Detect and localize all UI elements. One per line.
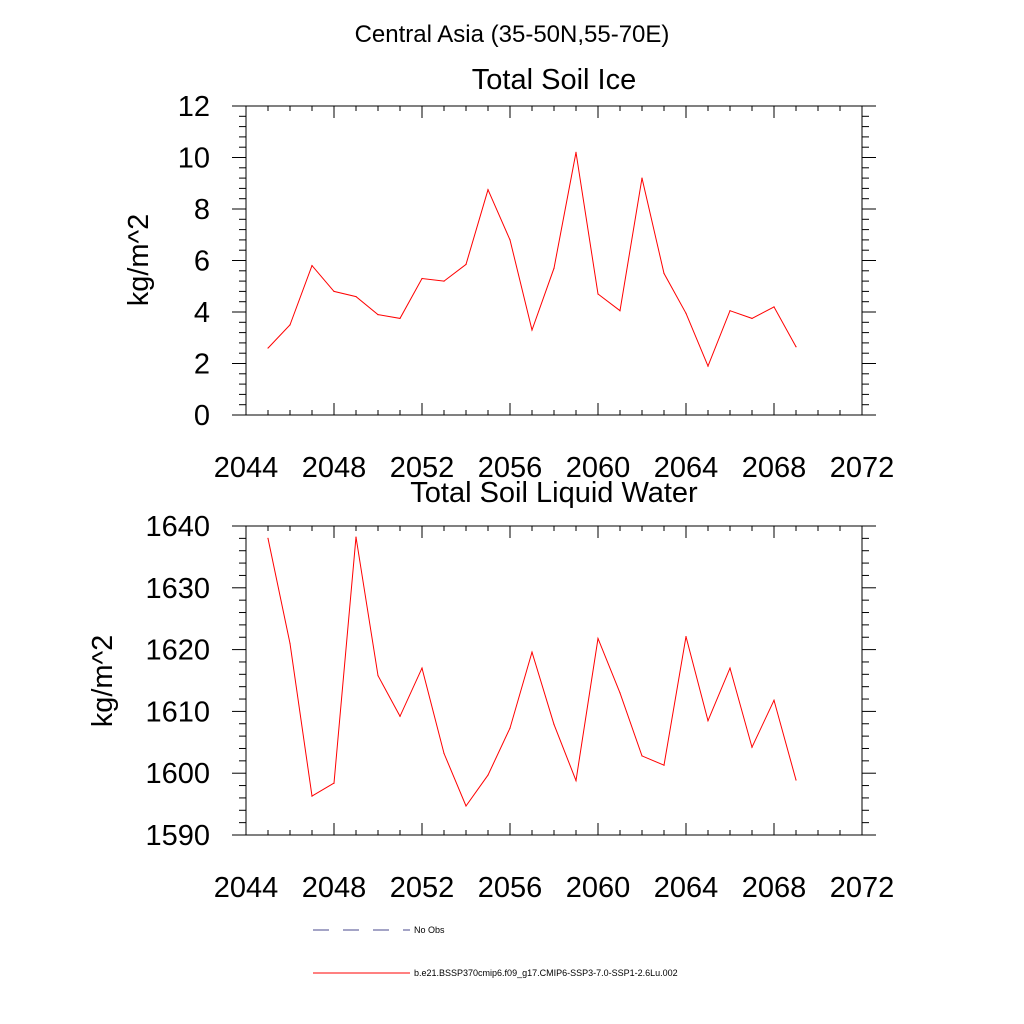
x-tick-label: 2056 bbox=[478, 452, 543, 484]
data-point bbox=[685, 636, 687, 638]
x-tick-label: 2068 bbox=[742, 452, 807, 484]
panel-total-soil-liquid-water: Total Soil Liquid Water kg/m^2 2044 2048 205… bbox=[87, 477, 894, 904]
data-point bbox=[355, 295, 357, 298]
legend-label: b.e21.BSSP370cmip6.f09_g17.CMIP6-SSP3-7.… bbox=[414, 968, 678, 978]
x-tick-label: 2072 bbox=[830, 872, 895, 904]
data-point bbox=[509, 239, 511, 241]
x-tick-label: 2052 bbox=[390, 452, 455, 484]
y-tick-label: 10 bbox=[178, 143, 210, 175]
y-axis-label: kg/m^2 bbox=[123, 214, 155, 307]
y-tick-label: 1620 bbox=[145, 635, 210, 667]
y-tick-label: 1600 bbox=[145, 758, 210, 790]
data-point bbox=[355, 536, 357, 538]
data-point bbox=[707, 720, 709, 722]
data-point bbox=[729, 310, 731, 312]
data-point bbox=[333, 782, 335, 784]
data-point bbox=[663, 764, 665, 766]
data-point bbox=[333, 290, 335, 292]
data-point bbox=[751, 317, 753, 320]
data-point bbox=[707, 365, 709, 367]
data-point bbox=[399, 317, 401, 320]
y-tick-label: 1640 bbox=[145, 511, 210, 543]
data-point bbox=[663, 272, 665, 274]
x-tick-label: 2060 bbox=[566, 452, 631, 484]
y-tick-label: 1630 bbox=[145, 573, 210, 605]
data-point bbox=[289, 642, 291, 645]
data-point bbox=[773, 699, 775, 701]
x-tick-label: 2044 bbox=[214, 452, 279, 484]
x-tick-label: 2064 bbox=[654, 872, 719, 904]
data-point bbox=[575, 780, 577, 782]
data-point bbox=[729, 667, 731, 669]
data-point bbox=[399, 715, 401, 717]
y-tick-label: 6 bbox=[194, 246, 210, 278]
legend-label: No Obs bbox=[414, 925, 445, 935]
chart-title: Total Soil Liquid Water bbox=[410, 477, 698, 509]
data-point bbox=[795, 779, 797, 781]
data-point bbox=[795, 346, 797, 348]
data-point bbox=[377, 674, 379, 677]
y-tick-label: 4 bbox=[194, 297, 210, 329]
data-point bbox=[531, 329, 533, 331]
data-point bbox=[597, 637, 599, 640]
chart-title: Total Soil Ice bbox=[472, 64, 636, 96]
data-point bbox=[597, 293, 599, 295]
data-point bbox=[575, 151, 577, 153]
x-tick-label: 2072 bbox=[830, 452, 895, 484]
data-point bbox=[751, 746, 753, 748]
data-point bbox=[619, 310, 621, 312]
data-point bbox=[487, 774, 489, 776]
y-tick-label: 12 bbox=[178, 91, 210, 123]
data-point bbox=[531, 651, 533, 653]
x-tick-label: 2060 bbox=[566, 872, 631, 904]
data-point bbox=[421, 667, 423, 669]
data-point bbox=[267, 537, 269, 539]
data-point bbox=[487, 189, 489, 191]
y-tick-label: 2 bbox=[194, 349, 210, 381]
data-point bbox=[311, 265, 313, 267]
data-point bbox=[377, 313, 379, 316]
data-point bbox=[465, 263, 467, 265]
data-point bbox=[267, 347, 269, 349]
data-point bbox=[553, 723, 555, 725]
data-point bbox=[509, 727, 511, 729]
data-point bbox=[465, 805, 467, 807]
plot-frame bbox=[245, 525, 863, 836]
data-point bbox=[619, 692, 621, 694]
data-point bbox=[289, 324, 291, 326]
x-tick-label: 2056 bbox=[478, 872, 543, 904]
data-point bbox=[311, 795, 313, 797]
x-tick-label: 2048 bbox=[302, 872, 367, 904]
y-tick-label: 0 bbox=[194, 400, 210, 432]
figure-title: Central Asia (35-50N,55-70E) bbox=[355, 21, 670, 48]
data-point bbox=[773, 306, 775, 308]
data-point bbox=[553, 267, 555, 269]
x-tick-label: 2068 bbox=[742, 872, 807, 904]
data-point bbox=[421, 277, 423, 280]
x-tick-label: 2064 bbox=[654, 452, 719, 484]
data-point bbox=[685, 312, 687, 314]
series-line bbox=[267, 537, 797, 808]
data-point bbox=[641, 755, 643, 757]
y-tick-label: 1590 bbox=[145, 820, 210, 852]
x-tick-label: 2048 bbox=[302, 452, 367, 484]
y-axis-label: kg/m^2 bbox=[87, 635, 119, 728]
x-tick-label: 2052 bbox=[390, 872, 455, 904]
y-tick-label: 8 bbox=[194, 194, 210, 226]
y-tick-label: 1610 bbox=[145, 696, 210, 728]
data-point bbox=[641, 177, 643, 179]
series-line bbox=[267, 152, 797, 368]
x-tick-label: 2044 bbox=[214, 872, 279, 904]
data-point bbox=[443, 280, 445, 282]
data-point bbox=[443, 752, 445, 755]
plot-frame bbox=[245, 105, 863, 416]
legend: No Obs b.e21.BSSP370cmip6.f09_g17.CMIP6-S… bbox=[313, 925, 678, 978]
